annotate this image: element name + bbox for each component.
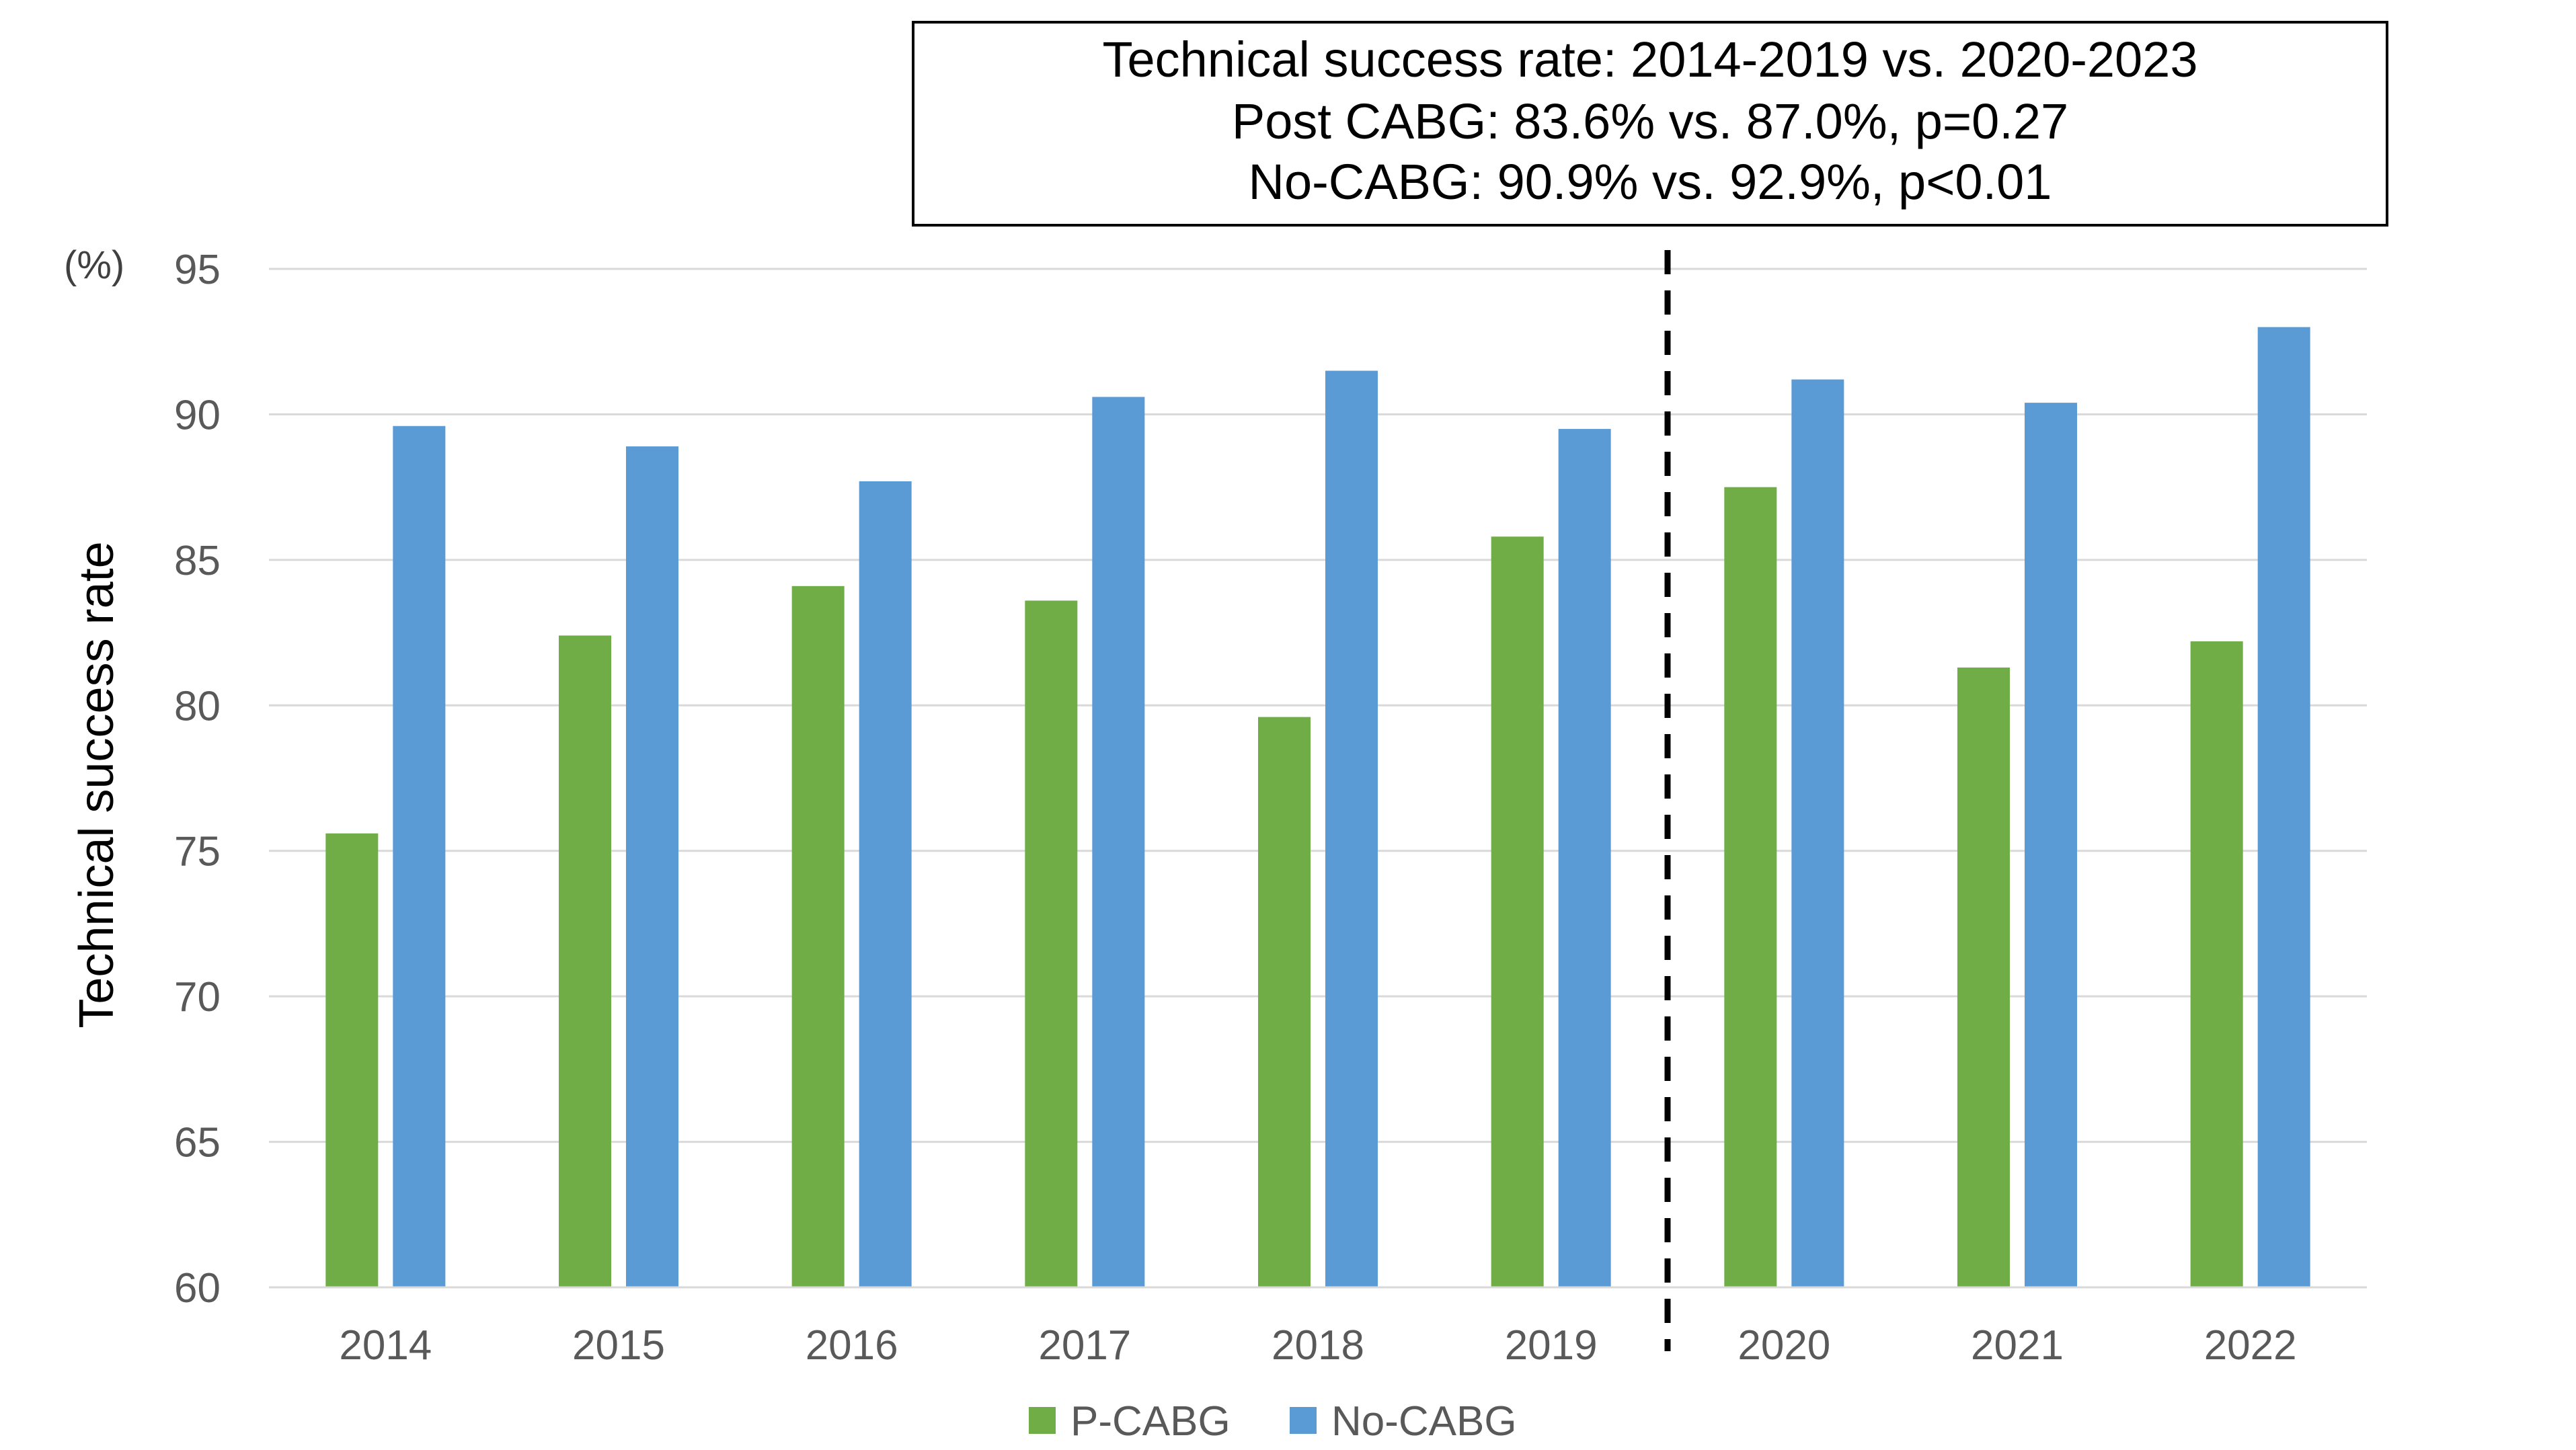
bar-p-cabg-2015 bbox=[559, 635, 611, 1287]
bar-p-cabg-2017 bbox=[1025, 600, 1078, 1287]
legend-swatch-p-cabg bbox=[1029, 1407, 1056, 1434]
x-tick-label: 2018 bbox=[1272, 1322, 1364, 1369]
bar-no-cabg-2015 bbox=[626, 446, 678, 1287]
y-tick-label: 60 bbox=[174, 1265, 221, 1312]
bar-p-cabg-2016 bbox=[791, 586, 845, 1288]
bar-p-cabg-2019 bbox=[1491, 536, 1544, 1288]
x-tick-label: 2021 bbox=[1971, 1322, 2064, 1369]
y-tick-label: 90 bbox=[174, 392, 221, 438]
bars bbox=[325, 327, 2310, 1288]
bar-no-cabg-2016 bbox=[859, 481, 912, 1287]
annotation-border bbox=[912, 21, 2388, 227]
bar-no-cabg-2017 bbox=[1092, 397, 1145, 1287]
y-axis-unit: (%) bbox=[64, 243, 124, 287]
annotation-box: Technical success rate: 2014-2019 vs. 20… bbox=[912, 21, 2388, 227]
x-tick-label: 2022 bbox=[2204, 1322, 2297, 1369]
x-tick-label: 2017 bbox=[1038, 1322, 1131, 1369]
y-tick-label: 65 bbox=[174, 1120, 221, 1166]
y-tick-label: 80 bbox=[174, 683, 221, 729]
x-tick-label: 2020 bbox=[1738, 1322, 1830, 1369]
bar-no-cabg-2019 bbox=[1558, 429, 1611, 1287]
y-tick-label: 70 bbox=[174, 974, 221, 1020]
bar-p-cabg-2022 bbox=[2190, 641, 2243, 1287]
y-axis-ticks: 60 65 70 75 80 85 90 95 bbox=[174, 247, 221, 1312]
annotation-line-1: Technical success rate: 2014-2019 vs. 20… bbox=[1102, 32, 2197, 87]
bar-p-cabg-2018 bbox=[1258, 717, 1311, 1287]
bar-no-cabg-2022 bbox=[2257, 327, 2310, 1288]
bar-p-cabg-2014 bbox=[325, 833, 379, 1287]
x-axis-ticks: 2014 2015 2016 2017 2018 2019 2020 2021 2022 bbox=[339, 1322, 2296, 1369]
legend: P-CABG No-CABG bbox=[1029, 1398, 1517, 1445]
legend-swatch-no-cabg bbox=[1290, 1407, 1317, 1434]
y-tick-label: 85 bbox=[174, 538, 221, 584]
annotation-line-3: No-CABG: 90.9% vs. 92.9%, p<0.01 bbox=[1249, 154, 2052, 210]
y-tick-label: 75 bbox=[174, 829, 221, 875]
x-tick-label: 2015 bbox=[572, 1322, 665, 1369]
x-tick-label: 2014 bbox=[339, 1322, 432, 1369]
x-tick-label: 2016 bbox=[806, 1322, 898, 1369]
bar-no-cabg-2020 bbox=[1791, 379, 1844, 1287]
y-tick-label: 95 bbox=[174, 247, 221, 293]
gridlines bbox=[269, 268, 2367, 1143]
bar-no-cabg-2018 bbox=[1325, 370, 1378, 1287]
legend-label-p-cabg: P-CABG bbox=[1070, 1398, 1231, 1445]
bar-p-cabg-2020 bbox=[1724, 487, 1777, 1288]
x-tick-label: 2019 bbox=[1505, 1322, 1598, 1369]
y-axis-title: Technical success rate bbox=[70, 541, 124, 1028]
bar-p-cabg-2021 bbox=[1957, 668, 2010, 1287]
bar-no-cabg-2021 bbox=[2025, 403, 2077, 1287]
bar-no-cabg-2014 bbox=[393, 426, 446, 1287]
legend-label-no-cabg: No-CABG bbox=[1331, 1398, 1517, 1445]
annotation-line-2: Post CABG: 83.6% vs. 87.0%, p=0.27 bbox=[1232, 93, 2068, 149]
